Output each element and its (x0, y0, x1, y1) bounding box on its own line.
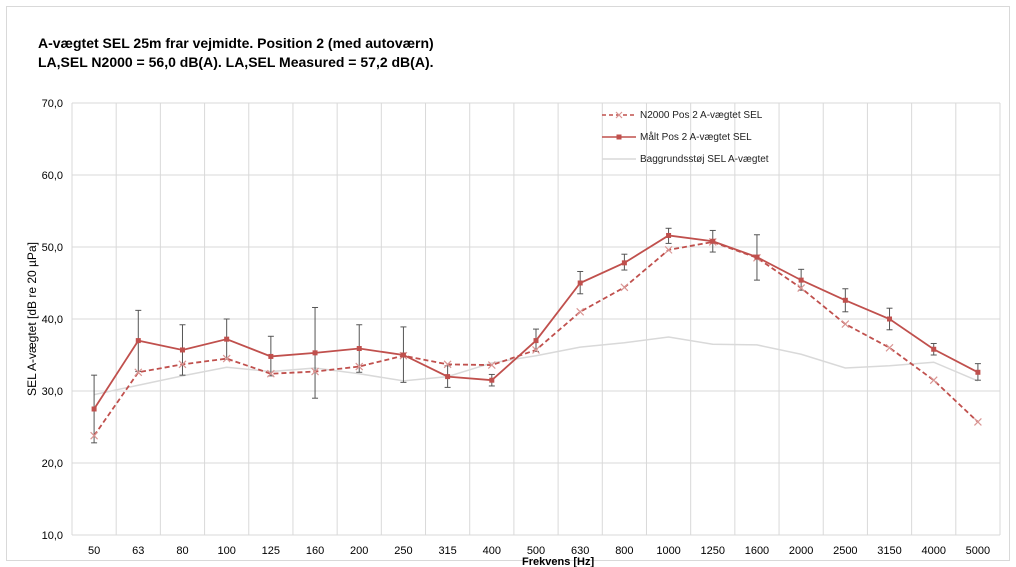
point-maalt (577, 280, 583, 286)
point-n2000 (664, 245, 673, 254)
x-tick-label: 160 (306, 545, 324, 557)
x-tick-label: 1000 (656, 545, 680, 557)
legend: N2000 Pos 2 A-vægtet SEL Målt Pos 2 A-væ… (602, 104, 769, 170)
x-tick-label: 80 (176, 545, 188, 557)
series-line-baggrund (93, 336, 979, 396)
point-n2000 (222, 354, 231, 363)
point-maalt (400, 352, 406, 358)
x-tick-label: 2000 (789, 545, 813, 557)
y-tick-label: 40,0 (42, 314, 63, 326)
x-tick-label: 500 (527, 545, 545, 557)
x-tick-label: 630 (571, 545, 589, 557)
y-tick-label: 20,0 (42, 458, 63, 470)
legend-label-baggrund: Baggrundsstøj SEL A-vægtet (640, 153, 769, 165)
x-tick-label: 125 (262, 545, 280, 557)
x-tick-label: 2500 (833, 545, 857, 557)
point-maalt (224, 336, 230, 342)
legend-label-maalt: Målt Pos 2 A-vægtet SEL (640, 131, 752, 143)
point-n2000 (841, 320, 850, 328)
x-tick-label: 4000 (921, 545, 945, 557)
point-n2000 (885, 343, 894, 352)
point-maalt (489, 377, 495, 383)
point-maalt (135, 338, 141, 344)
point-maalt (91, 406, 97, 412)
point-n2000 (487, 361, 496, 370)
x-tick-label: 200 (350, 545, 368, 557)
point-maalt (533, 338, 539, 344)
x-tick-label: 50 (88, 545, 100, 557)
point-n2000 (929, 376, 938, 385)
legend-item-n2000: N2000 Pos 2 A-vægtet SEL (602, 104, 769, 126)
x-tick-label: 3150 (877, 545, 901, 557)
legend-label-n2000: N2000 Pos 2 A-vægtet SEL (640, 109, 763, 121)
point-n2000 (311, 367, 319, 376)
point-n2000 (532, 346, 540, 354)
y-tick-label: 60,0 (42, 170, 63, 182)
point-maalt (445, 374, 451, 380)
point-n2000 (355, 362, 364, 371)
x-tick-label: 1250 (701, 545, 725, 557)
point-n2000 (178, 360, 187, 369)
point-maalt (179, 347, 185, 353)
legend-swatch-n2000 (602, 111, 636, 119)
x-tick-label: 400 (483, 545, 501, 557)
x-tick-label: 315 (438, 545, 456, 557)
point-n2000 (973, 418, 982, 426)
point-maalt (887, 316, 893, 322)
point-maalt (842, 297, 848, 303)
y-tick-label: 10,0 (42, 530, 63, 542)
legend-swatch-baggrund (602, 158, 636, 160)
point-n2000 (443, 360, 452, 369)
point-n2000 (266, 369, 275, 378)
point-n2000 (576, 307, 585, 316)
x-tick-label: 100 (217, 545, 235, 557)
chart-title-block: A-vægtet SEL 25m frar vejmidte. Position… (38, 34, 434, 72)
legend-item-baggrund: Baggrundsstøj SEL A-vægtet (602, 148, 769, 170)
point-maalt (754, 254, 760, 260)
point-maalt (356, 346, 362, 352)
point-maalt (666, 232, 672, 238)
legend-swatch-maalt (602, 134, 636, 140)
x-tick-label: 5000 (966, 545, 990, 557)
point-maalt (621, 260, 627, 266)
chart-frame (6, 6, 1010, 561)
y-tick-label: 70,0 (42, 98, 63, 110)
point-n2000 (90, 431, 99, 440)
x-tick-label: 250 (394, 545, 412, 557)
point-maalt (312, 350, 318, 356)
point-n2000 (620, 283, 629, 292)
chart-title: A-vægtet SEL 25m frar vejmidte. Position… (38, 35, 434, 51)
y-axis-label: SEL A-vægtet [dB re 20 µPa] (25, 242, 39, 396)
x-axis-label: Frekvens [Hz] (522, 556, 594, 567)
point-maalt (931, 346, 937, 352)
point-maalt (975, 369, 981, 375)
point-n2000 (134, 368, 143, 377)
x-tick-label: 1600 (745, 545, 769, 557)
point-maalt (268, 353, 274, 359)
chart-subtitle: LA,SEL N2000 = 56,0 dB(A). LA,SEL Measur… (38, 54, 434, 70)
point-n2000 (797, 284, 806, 292)
y-tick-label: 50,0 (42, 242, 63, 254)
legend-item-maalt: Målt Pos 2 A-vægtet SEL (602, 126, 769, 148)
y-tick-label: 30,0 (42, 386, 63, 398)
x-tick-label: 63 (132, 545, 144, 557)
point-maalt (710, 238, 716, 244)
x-tick-label: 800 (615, 545, 633, 557)
point-maalt (798, 277, 804, 283)
